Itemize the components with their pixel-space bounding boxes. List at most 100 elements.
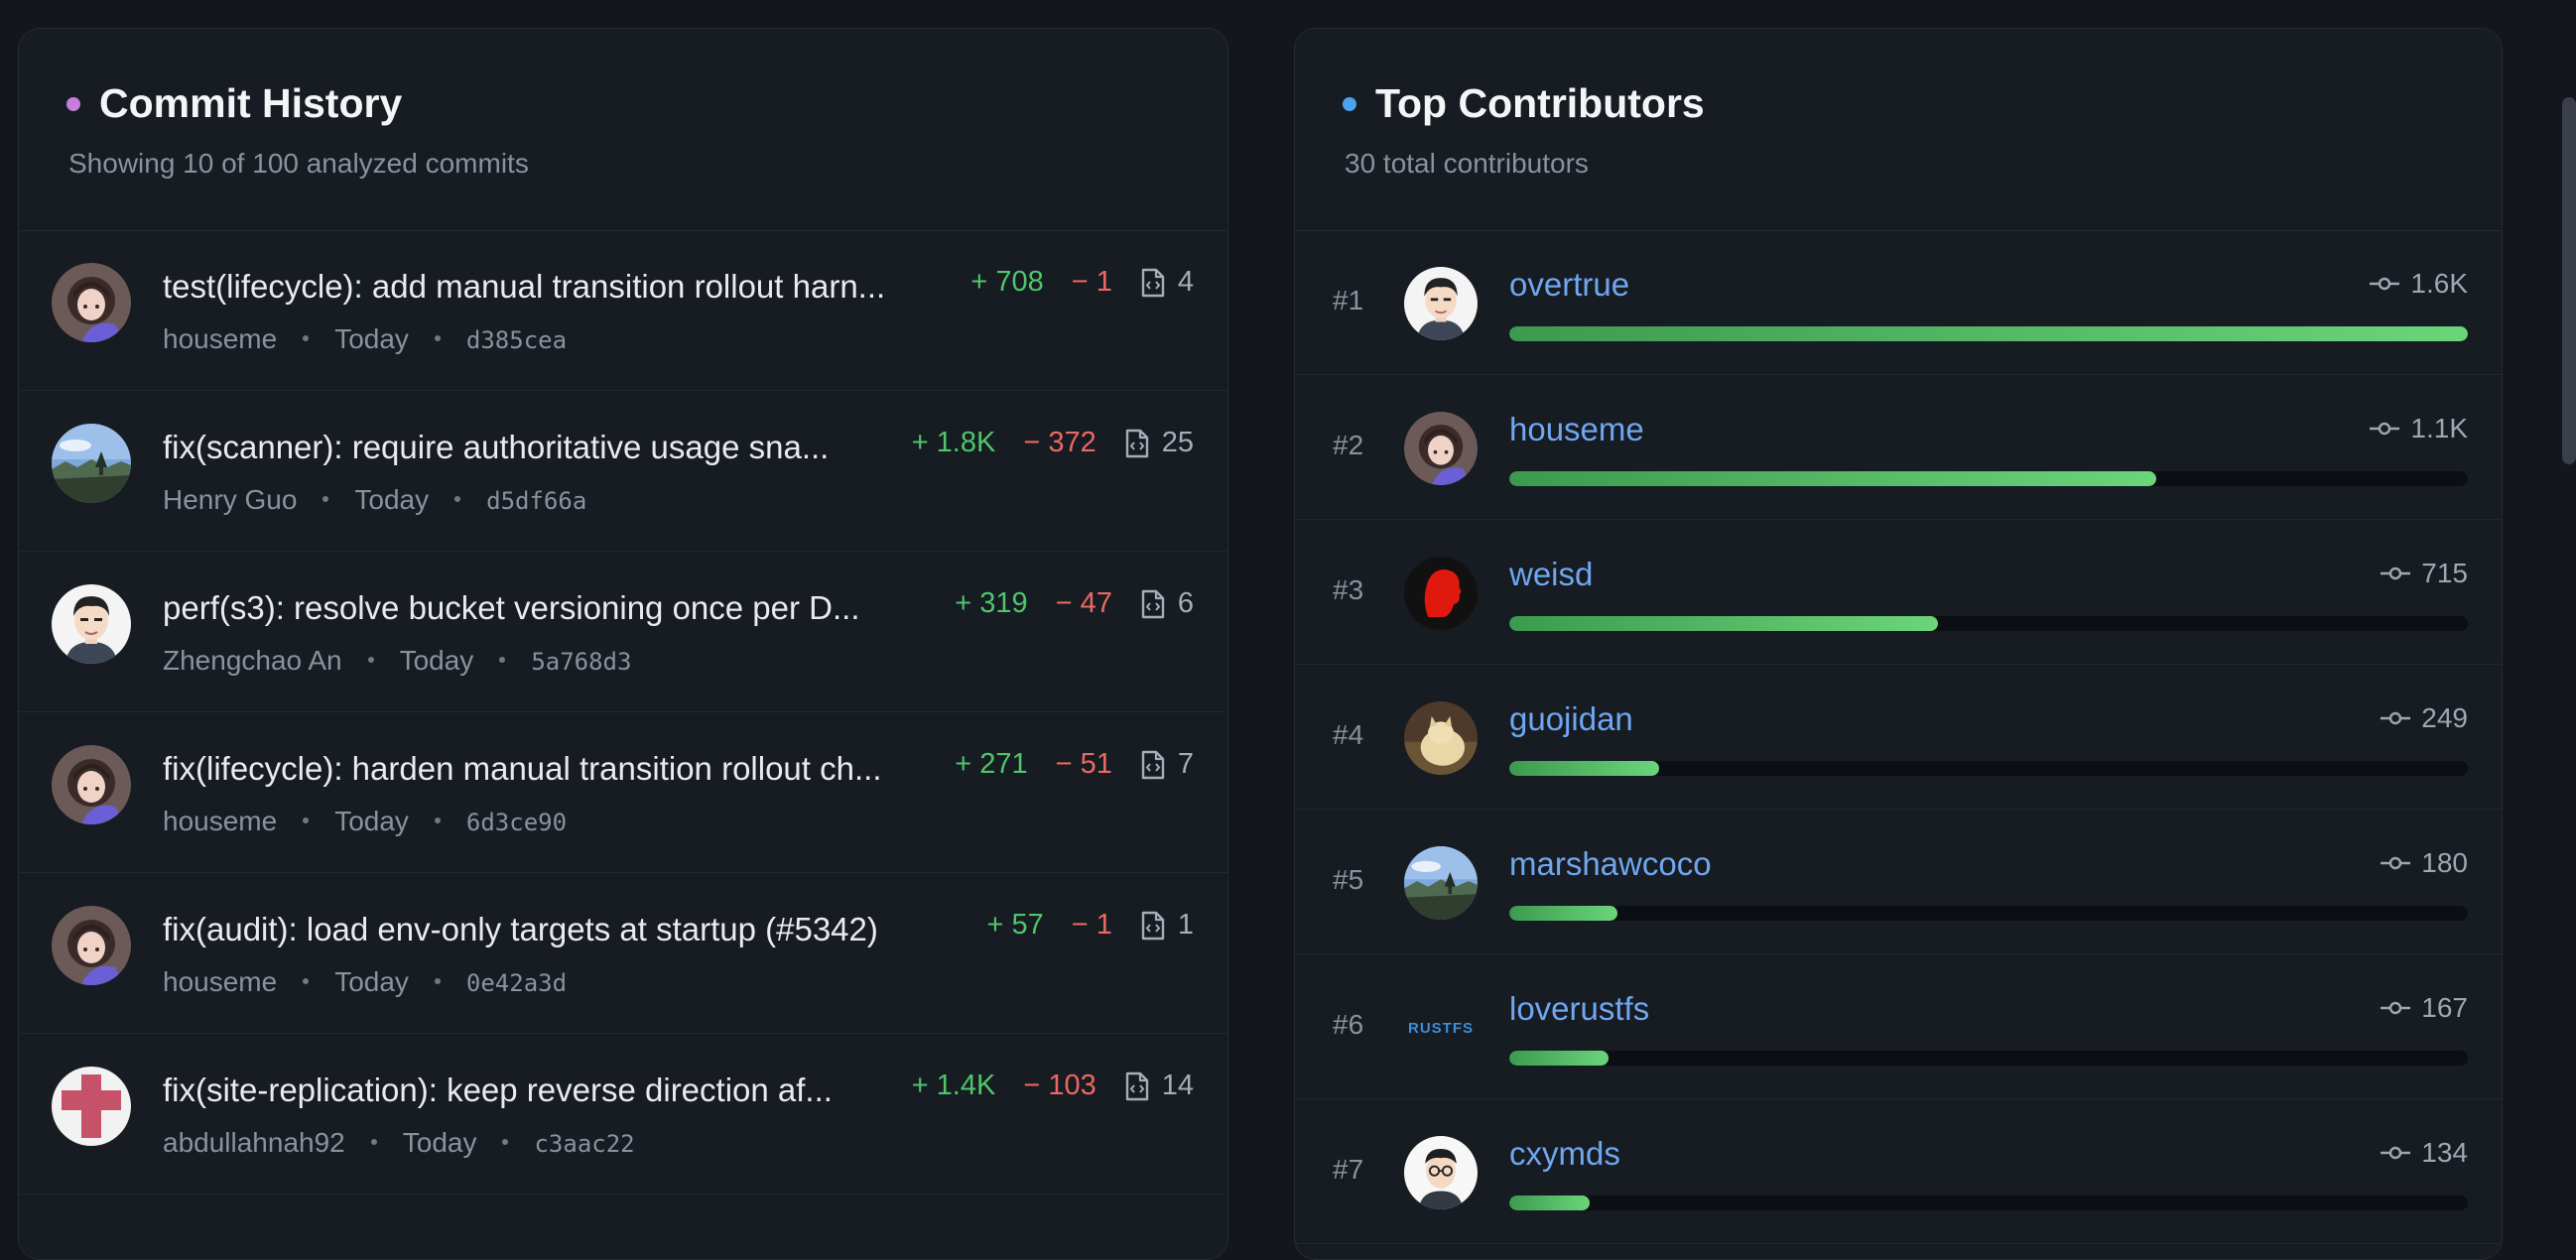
contributor-name[interactable]: loverustfs [1509, 990, 1650, 1027]
scrollbar[interactable] [2562, 97, 2576, 464]
contributor-name[interactable]: guojidan [1509, 700, 1633, 737]
contribution-bar-fill [1509, 1196, 1591, 1210]
files-count: 6 [1177, 587, 1194, 619]
commit-stats: + 271 − 51 7 [955, 748, 1194, 781]
commit-icon [2381, 1001, 2410, 1015]
cat-avatar[interactable] [1404, 701, 1478, 775]
contribution-bar-track [1509, 1051, 2468, 1066]
commit-hash[interactable]: c3aac22 [534, 1130, 635, 1158]
contributor-name[interactable]: weisd [1509, 556, 1594, 592]
commit-author[interactable]: houseme [163, 323, 278, 354]
contribution-bar-fill [1509, 471, 2157, 486]
pink-cross-avatar[interactable] [52, 1067, 131, 1146]
contribution-bar-track [1509, 1196, 2468, 1210]
contributor-rank: #6 [1333, 1009, 1364, 1040]
meta-separator [303, 977, 310, 984]
contributor-commit-count: 1.1K [2370, 413, 2468, 444]
deletions-count: − 103 [1023, 1070, 1096, 1101]
commit-count-label: 249 [2421, 702, 2468, 733]
contributor-row[interactable]: #3 weisd 715 [1295, 520, 2502, 665]
commit-stats: + 57 − 1 1 [986, 909, 1194, 942]
commit-hash[interactable]: 6d3ce90 [465, 809, 568, 836]
meta-separator [434, 334, 441, 341]
top-contributors-subtitle: 30 total contributors [1345, 148, 1589, 179]
commit-count-label: 134 [2421, 1137, 2468, 1168]
top-contributors-title: Top Contributors [1343, 80, 1705, 127]
commit-message[interactable]: perf(s3): resolve bucket versioning once… [163, 589, 860, 626]
red-profile-avatar[interactable] [1404, 557, 1478, 630]
commit-stats: + 319 − 47 6 [955, 587, 1194, 620]
cartoon-man-avatar[interactable] [52, 584, 131, 664]
commit-row[interactable]: fix(scanner): require authoritative usag… [19, 391, 1227, 552]
additions-count: + 271 [955, 748, 1028, 780]
commit-count-label: 1.6K [2410, 268, 2468, 299]
commit-message[interactable]: fix(audit): load env-only targets at sta… [163, 911, 878, 947]
contributor-name[interactable]: overtrue [1509, 266, 1630, 303]
contribution-bar-track [1509, 906, 2468, 921]
commit-stats: + 708 − 1 4 [970, 266, 1194, 299]
commit-hash[interactable]: 5a768d3 [531, 648, 632, 676]
additions-count: + 1.8K [911, 427, 996, 458]
contributor-row[interactable]: #2 houseme 1.1K [1295, 375, 2502, 520]
commit-author[interactable]: houseme [163, 806, 278, 836]
commit-author[interactable]: Henry Guo [163, 484, 298, 515]
contributor-row[interactable]: #1 overtrue 1.6K [1295, 230, 2502, 375]
commit-hash[interactable]: d385cea [465, 326, 568, 354]
contribution-bar-track [1509, 471, 2468, 486]
commit-message[interactable]: fix(lifecycle): harden manual transition… [163, 750, 882, 787]
contributor-rank: #2 [1333, 430, 1364, 460]
meta-separator [502, 1138, 509, 1145]
rustfs-logo-avatar[interactable]: RUSTFS [1404, 991, 1478, 1065]
files-count: 14 [1161, 1070, 1194, 1101]
additions-count: + 319 [955, 587, 1028, 619]
commit-row[interactable]: fix(site-replication): keep reverse dire… [19, 1034, 1227, 1195]
contributor-row[interactable]: #6 RUSTFS loverustfs 167 [1295, 954, 2502, 1099]
commit-hash[interactable]: d5df66a [486, 487, 587, 515]
anime-girl-avatar[interactable] [1404, 412, 1478, 485]
contribution-bar-fill [1509, 761, 1659, 776]
anime-girl-avatar[interactable] [52, 745, 131, 824]
contribution-bar-fill [1509, 326, 2468, 341]
contribution-bar-track [1509, 326, 2468, 341]
file-code-icon [1140, 589, 1166, 619]
contributor-name[interactable]: cxymds [1509, 1135, 1620, 1172]
commit-message[interactable]: fix(scanner): require authoritative usag… [163, 429, 830, 465]
glasses-man-avatar[interactable] [1404, 1136, 1478, 1209]
deletions-count: − 1 [1071, 909, 1112, 941]
commit-icon [2381, 856, 2410, 870]
commit-message[interactable]: fix(site-replication): keep reverse dire… [163, 1071, 833, 1108]
cartoon-man-avatar[interactable] [1404, 267, 1478, 340]
files-changed: 6 [1140, 587, 1194, 620]
commit-author[interactable]: Zhengchao An [163, 645, 342, 676]
commit-history-subtitle: Showing 10 of 100 analyzed commits [68, 148, 529, 179]
anime-girl-avatar[interactable] [52, 263, 131, 342]
commit-hash[interactable]: 0e42a3d [465, 969, 568, 997]
landscape-avatar[interactable] [1404, 846, 1478, 920]
commit-row[interactable]: perf(s3): resolve bucket versioning once… [19, 552, 1227, 712]
anime-girl-avatar[interactable] [52, 906, 131, 985]
contributor-name[interactable]: marshawcoco [1509, 845, 1712, 882]
files-changed: 4 [1140, 266, 1194, 299]
contributor-name[interactable]: houseme [1509, 411, 1644, 447]
commit-author[interactable]: houseme [163, 966, 278, 997]
commit-date: Today [334, 966, 409, 997]
files-count: 7 [1177, 748, 1194, 780]
additions-count: + 57 [986, 909, 1044, 941]
commit-row[interactable]: fix(lifecycle): harden manual transition… [19, 712, 1227, 873]
contributor-row[interactable]: #5 marshawcoco 180 [1295, 810, 2502, 954]
commit-author[interactable]: abdullahnah92 [163, 1127, 345, 1158]
commit-row[interactable]: fix(audit): load env-only targets at sta… [19, 873, 1227, 1034]
contributor-row[interactable]: #4 guojidan 249 [1295, 665, 2502, 810]
meta-separator [367, 656, 374, 663]
commit-meta: Zhengchao An Today 5a768d3 [163, 645, 631, 677]
commit-meta: Henry Guo Today d5df66a [163, 484, 586, 516]
landscape-avatar[interactable] [52, 424, 131, 503]
commit-icon [2381, 711, 2410, 725]
files-count: 25 [1161, 427, 1194, 458]
commit-message[interactable]: test(lifecycle): add manual transition r… [163, 268, 886, 305]
contributor-commit-count: 715 [2381, 558, 2468, 589]
commit-row[interactable]: test(lifecycle): add manual transition r… [19, 230, 1227, 391]
contributor-row[interactable]: #7 cxymds 134 [1295, 1099, 2502, 1244]
deletions-count: − 51 [1055, 748, 1112, 780]
contribution-bar-fill [1509, 1051, 1610, 1066]
